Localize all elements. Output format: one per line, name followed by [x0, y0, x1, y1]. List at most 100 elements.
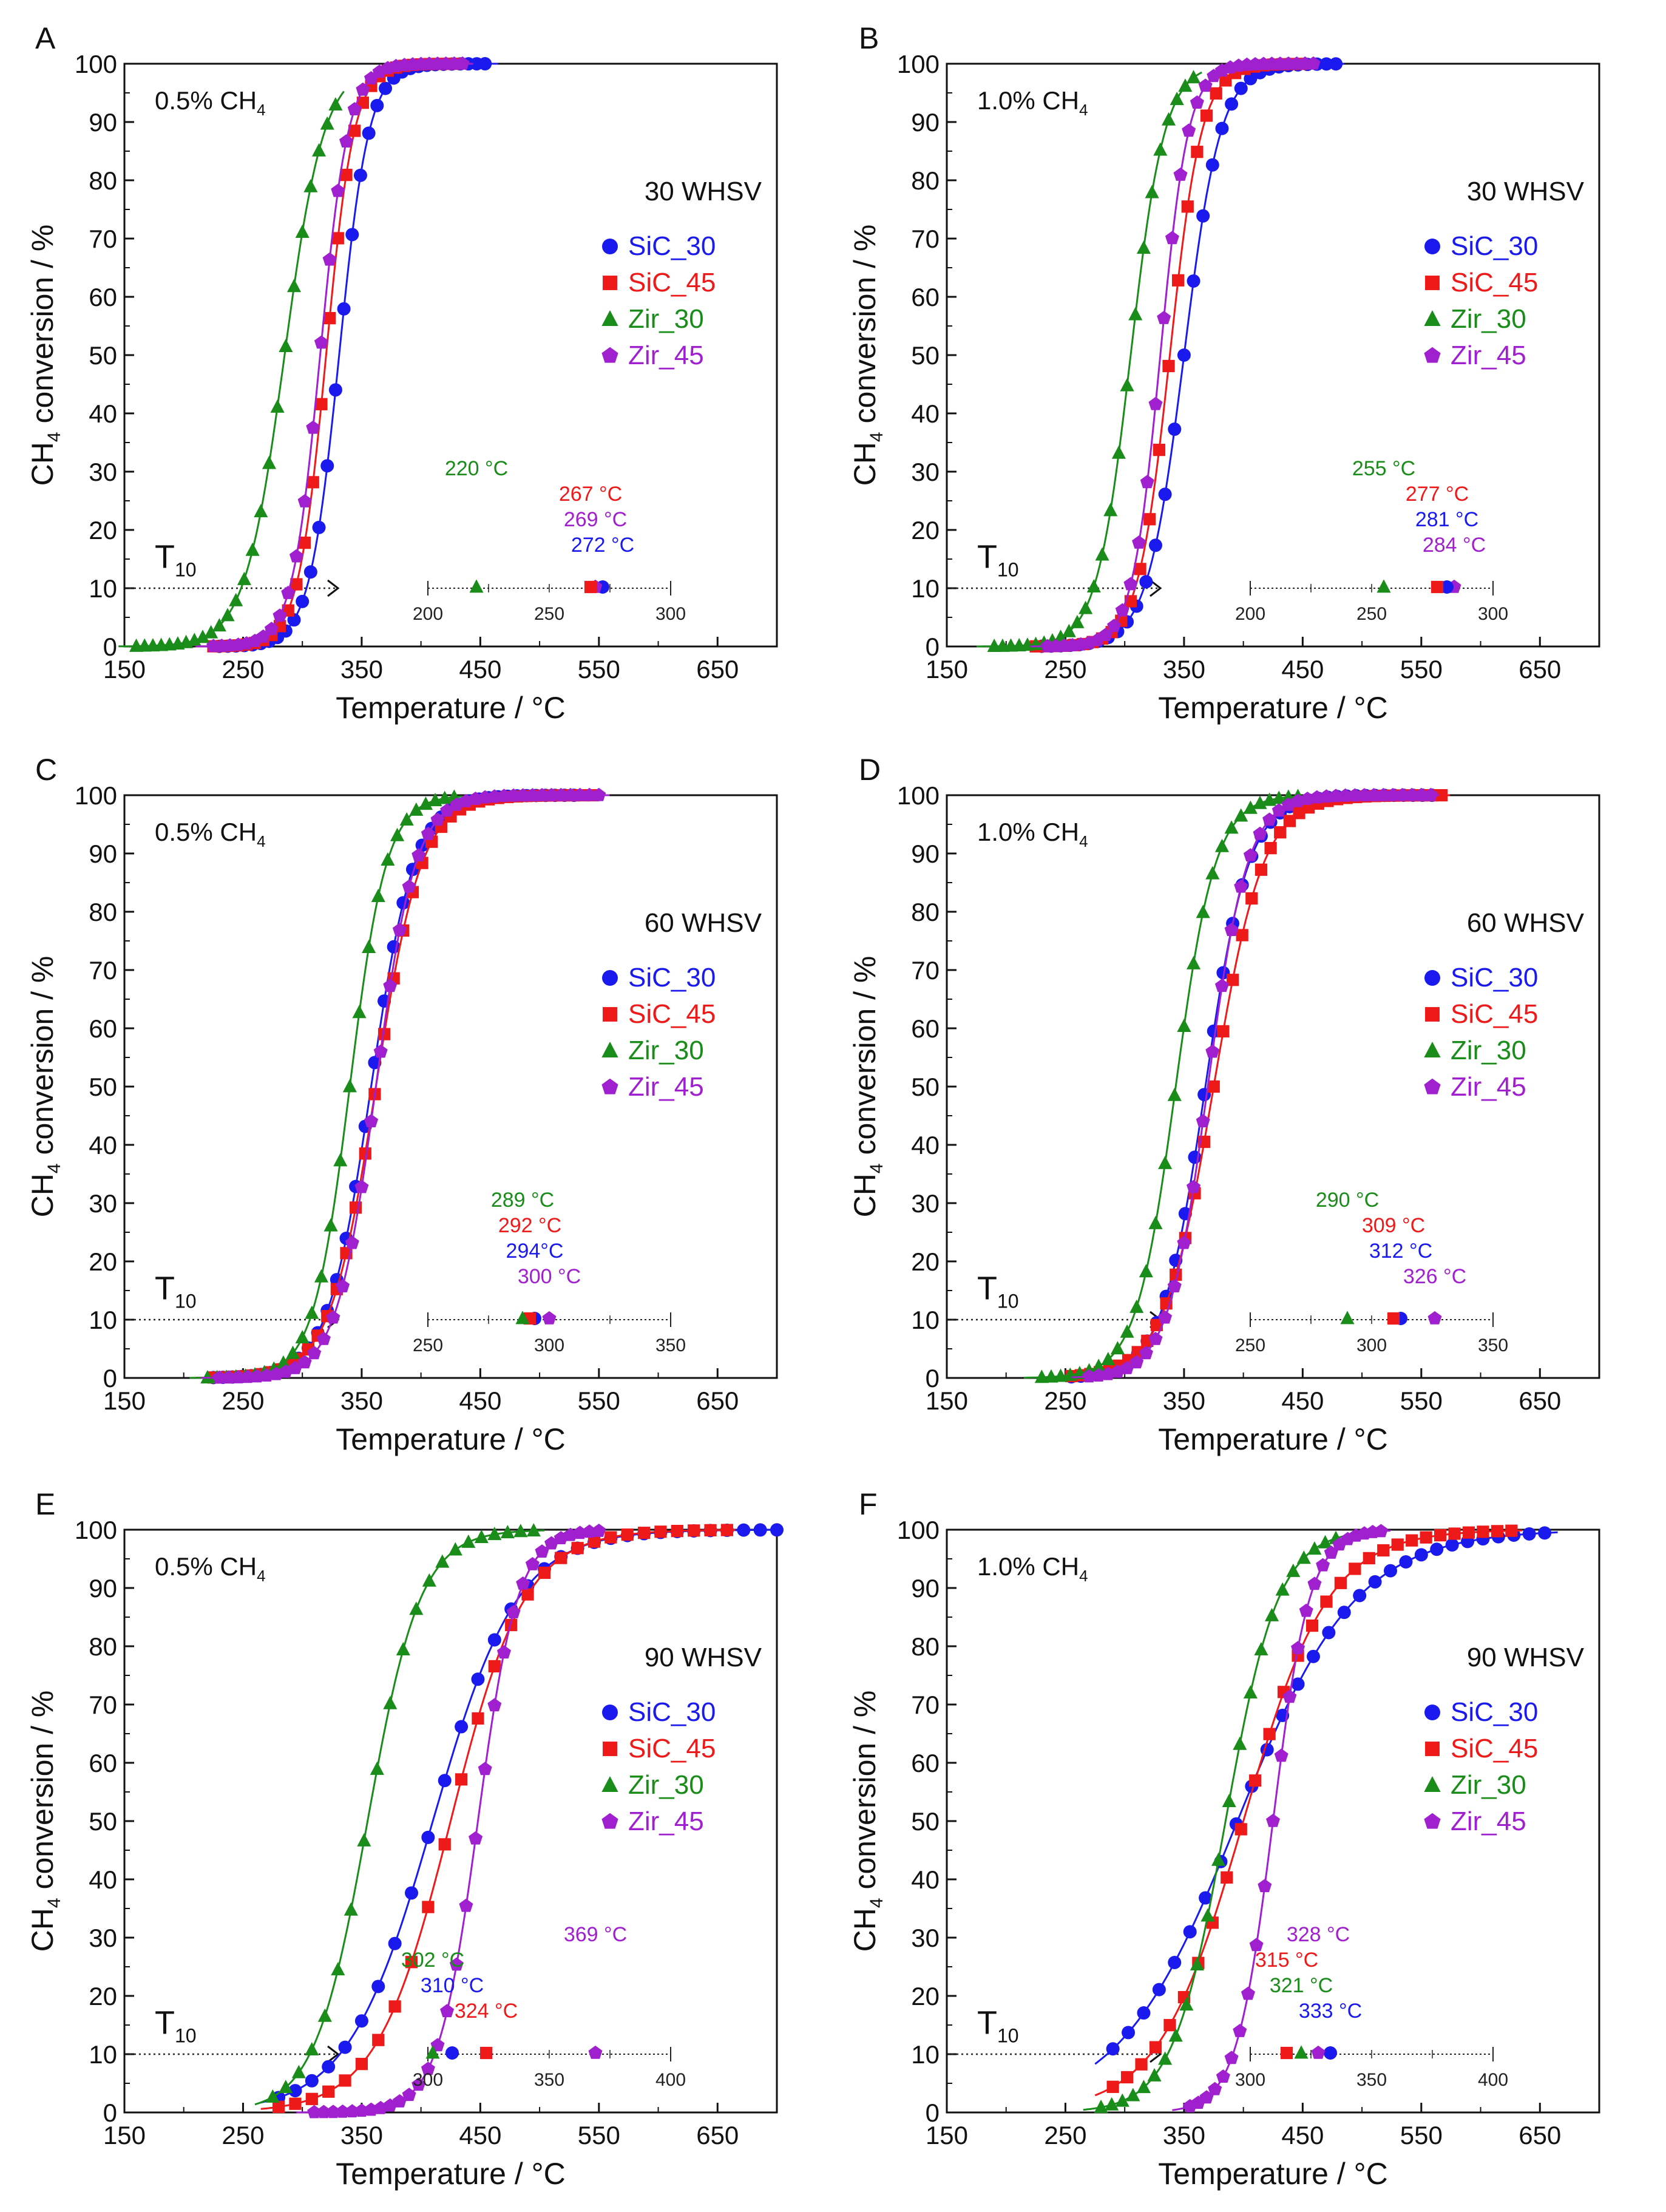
data-point: [1168, 422, 1182, 436]
data-point: [298, 537, 311, 549]
data-point: [388, 2000, 401, 2013]
y-tick-label: 90: [911, 840, 940, 868]
data-point: [422, 1901, 435, 1913]
data-point: [1177, 1235, 1191, 1249]
inset-tick-label: 250: [534, 604, 564, 624]
panel-letter: D: [859, 753, 881, 787]
x-tick-label: 150: [926, 2121, 968, 2149]
panel-f: F 0 10 20 30 40 50 60 70 80 90 100 150 250 350 450 550 65…: [848, 1487, 1600, 2191]
y-tick-label: 100: [897, 781, 940, 810]
legend-square-marker: [603, 1007, 617, 1022]
data-point: [1286, 1563, 1301, 1577]
data-point: [1034, 1369, 1049, 1383]
inset-t10-label: 309 °C: [1362, 1214, 1425, 1237]
concentration-label: 0.5% CH4: [155, 86, 266, 119]
data-point: [1272, 790, 1286, 804]
concentration-label: 1.0% CH4: [977, 86, 1088, 119]
inset-marker: [1311, 2045, 1326, 2059]
x-axis-title: Temperature / °C: [1158, 2157, 1387, 2191]
y-tick-label: 80: [89, 1632, 117, 1661]
y-tick-label: 20: [911, 516, 940, 545]
fit-curve: [189, 795, 463, 1379]
data-point: [1181, 200, 1194, 213]
data-point: [1291, 1677, 1305, 1691]
legend-square-marker: [1425, 276, 1440, 290]
data-point: [1224, 923, 1239, 936]
t10-label: T10: [977, 1270, 1019, 1312]
data-point: [362, 940, 376, 954]
data-point: [487, 1698, 502, 1712]
data-point: [1253, 826, 1267, 840]
data-point: [1183, 1925, 1197, 1939]
data-point: [1435, 789, 1448, 802]
data-point: [272, 2100, 285, 2113]
inset-marker: [1387, 1312, 1400, 1325]
y-tick-label: 70: [911, 1691, 940, 1719]
data-point: [438, 1838, 451, 1851]
data-point: [1367, 788, 1381, 801]
data-point: [1236, 929, 1248, 941]
series-sic-45: [195, 57, 462, 653]
data-point: [1191, 146, 1204, 158]
data-point: [344, 1902, 358, 1916]
data-point: [440, 803, 455, 817]
data-point: [289, 2097, 302, 2110]
data-point: [1215, 121, 1229, 135]
data-point: [229, 592, 243, 606]
inset-marker: [1376, 579, 1391, 593]
data-point: [1082, 1369, 1097, 1383]
data-point: [737, 1523, 751, 1537]
data-point: [1434, 1528, 1447, 1542]
x-tick-label: 550: [1400, 1386, 1443, 1415]
series-sic-45: [1053, 789, 1450, 1383]
data-point: [1095, 547, 1109, 561]
legend-label: Zir_30: [628, 1036, 704, 1065]
data-point: [312, 520, 326, 534]
data-point: [281, 586, 296, 599]
data-point: [320, 116, 334, 130]
data-point: [340, 169, 353, 182]
data-point: [1200, 1908, 1215, 1922]
data-point: [1243, 1685, 1258, 1699]
data-point: [1143, 513, 1156, 526]
data-point: [347, 102, 362, 115]
data-point: [1225, 97, 1239, 111]
data-point: [1491, 1525, 1504, 1538]
data-point: [448, 1542, 462, 1556]
fit-curve: [1071, 794, 1440, 1379]
data-point: [637, 1527, 651, 1539]
data-point: [1234, 1823, 1247, 1836]
data-point: [704, 1524, 717, 1536]
data-point: [1152, 1983, 1166, 1997]
legend-circle-marker: [602, 1705, 618, 1720]
y-tick-label: 50: [89, 1073, 117, 1101]
x-tick-label: 550: [578, 1386, 620, 1415]
data-point: [405, 863, 419, 877]
data-point: [399, 812, 414, 826]
data-point: [1115, 603, 1129, 617]
x-tick-label: 250: [222, 2121, 264, 2149]
data-point: [469, 1831, 483, 1845]
y-tick-label: 30: [89, 1924, 117, 1952]
data-point: [402, 2088, 416, 2102]
series-sic-30: [1053, 789, 1439, 1384]
inset-marker: [1294, 2045, 1309, 2059]
data-point: [1147, 2068, 1162, 2081]
data-point: [212, 1370, 226, 1384]
data-point: [306, 420, 320, 434]
data-point: [1423, 787, 1438, 801]
data-point: [1198, 78, 1213, 92]
concentration-label: 1.0% CH4: [977, 1552, 1088, 1585]
series-zir-30: [118, 90, 345, 652]
data-point: [1399, 1555, 1413, 1569]
data-point: [289, 549, 303, 563]
series-sic-45: [1094, 1524, 1523, 2097]
legend-label: Zir_30: [1451, 1770, 1526, 1800]
data-point: [525, 1557, 540, 1570]
data-point: [1249, 1774, 1262, 1787]
data-point: [1120, 1360, 1134, 1374]
data-point: [1275, 1582, 1290, 1596]
data-point: [1163, 2019, 1176, 2032]
data-point: [311, 143, 327, 157]
data-point: [1243, 848, 1258, 862]
